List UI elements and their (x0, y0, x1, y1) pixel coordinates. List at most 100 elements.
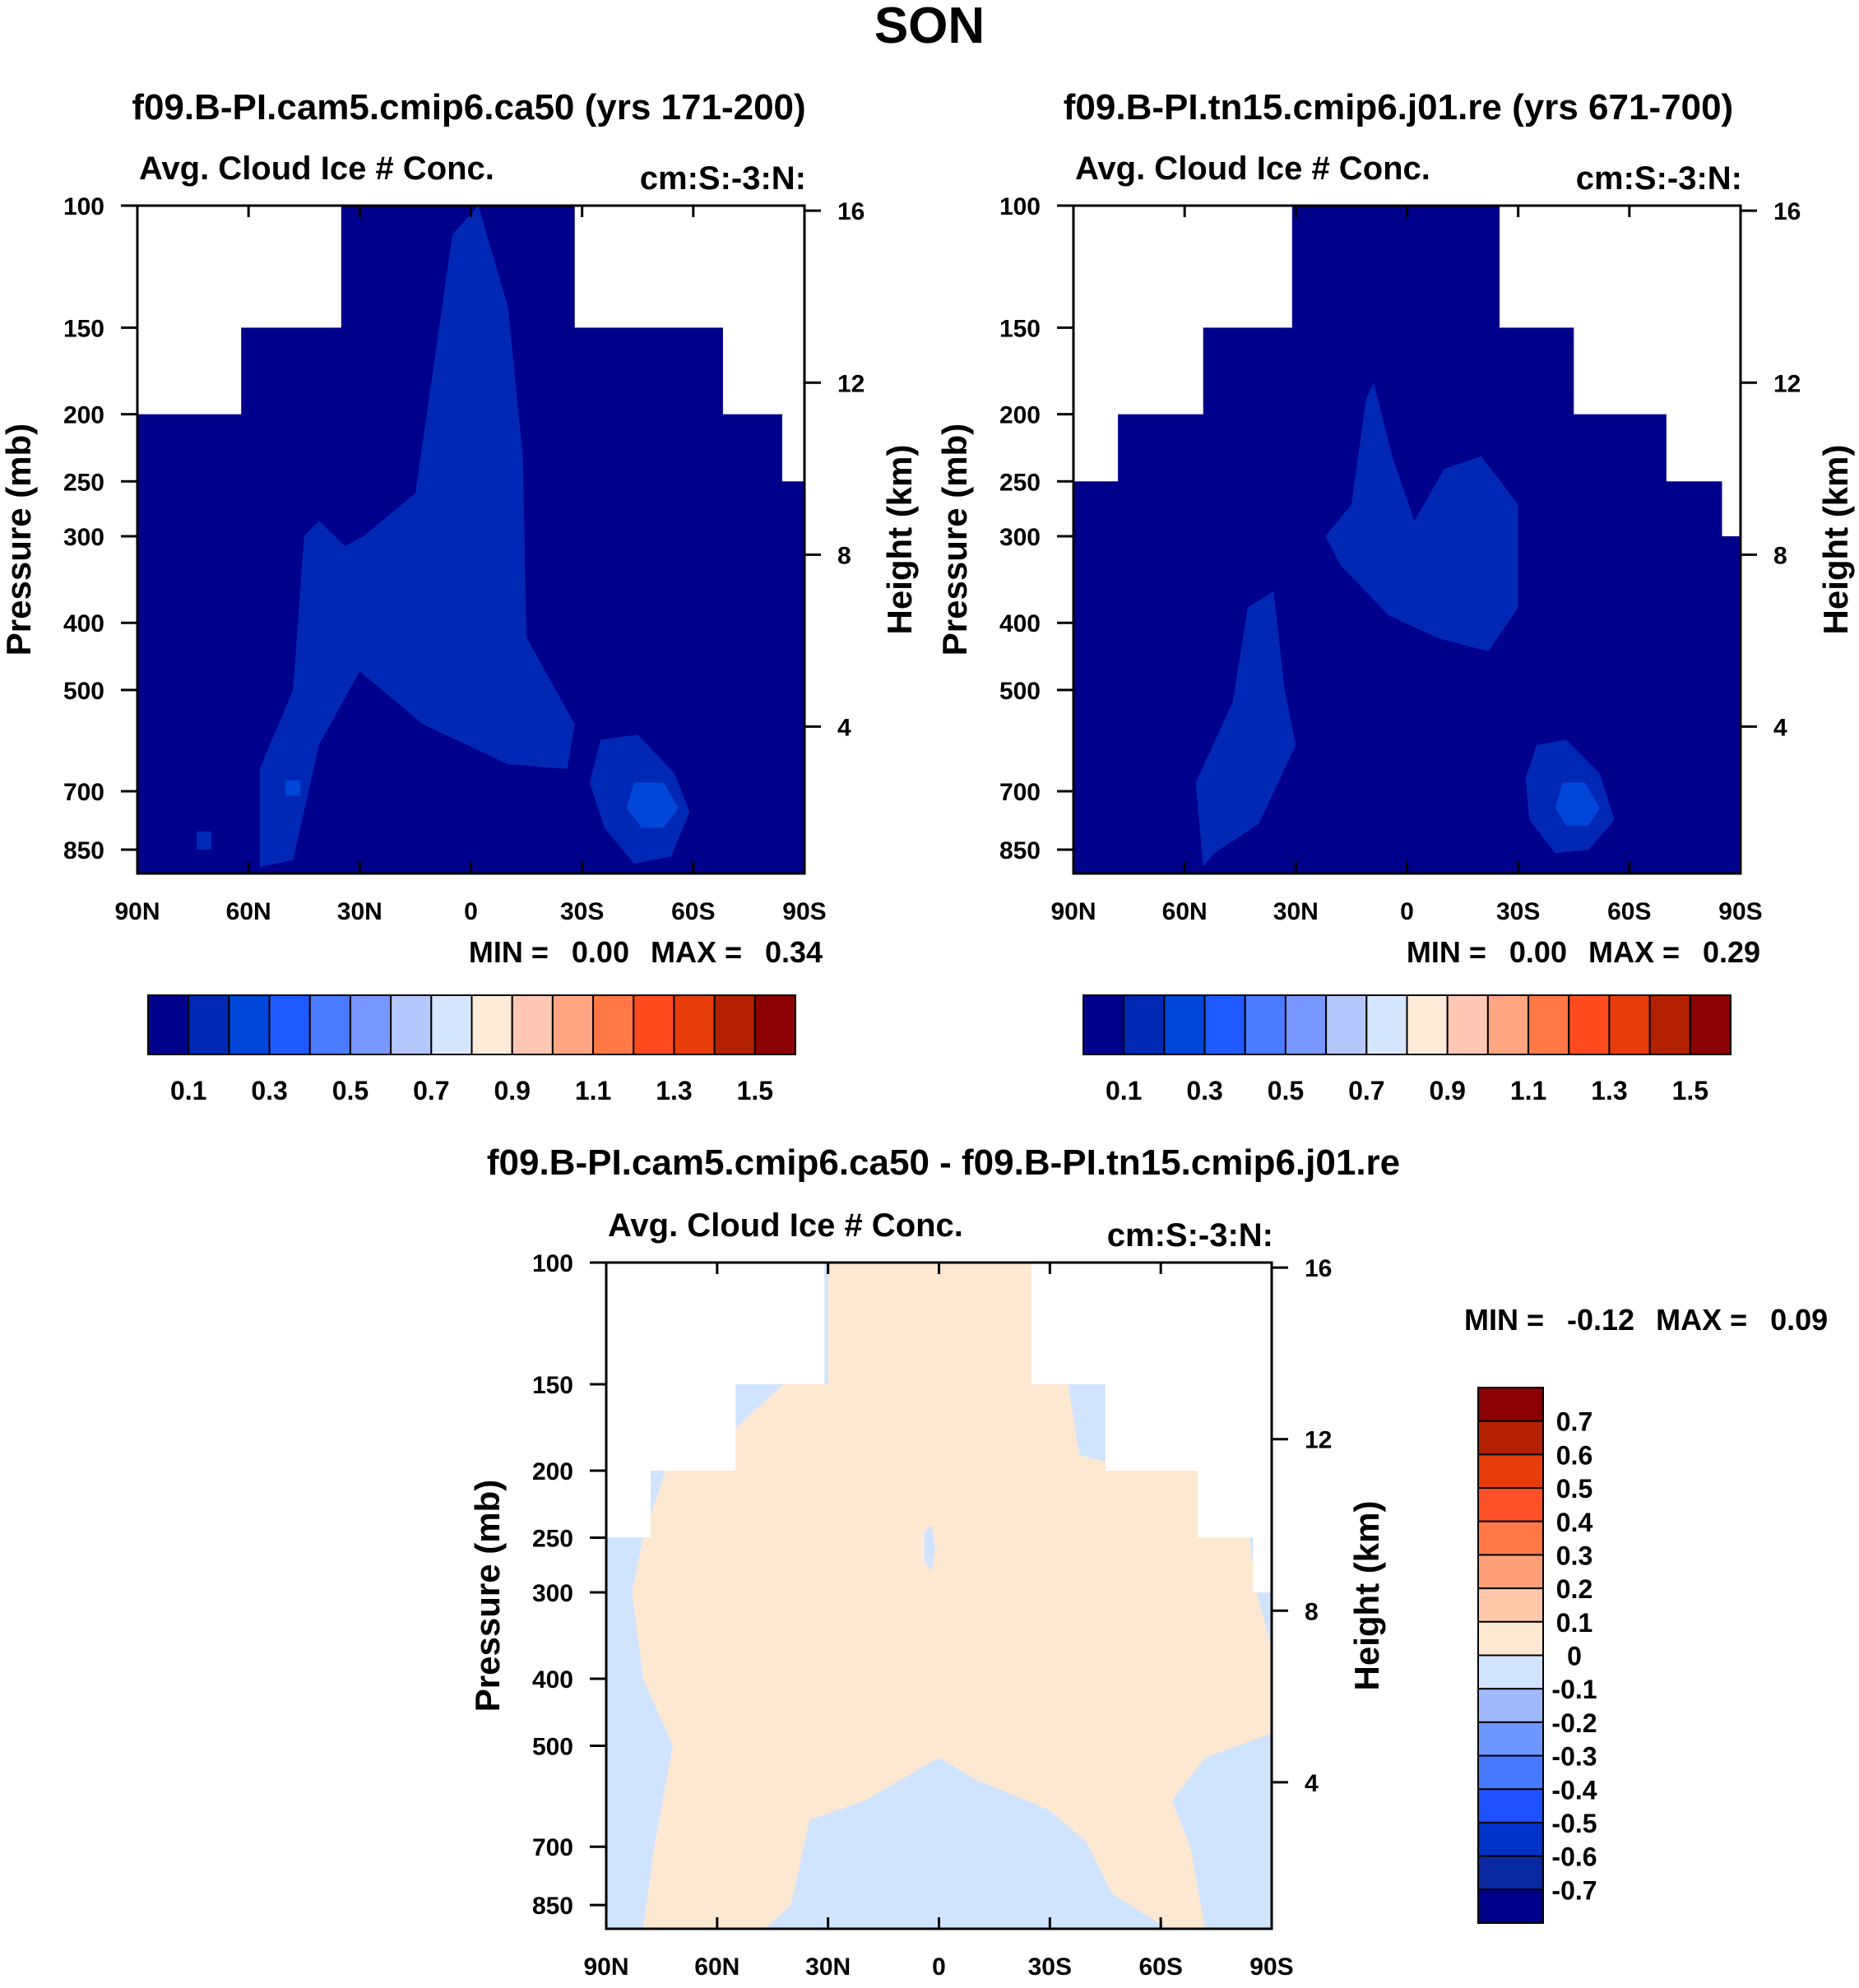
colorbar-2-label: 0.7 (1348, 1076, 1384, 1105)
panel-2-p-tick-label: 150 (999, 315, 1041, 342)
panel-1-contour-4 (438, 526, 442, 556)
panel-2-title: f09.B-PI.tn15.cmip6.j01.re (yrs 671-700) (1064, 87, 1733, 127)
panel-1-min-value: 0.00 (572, 935, 629, 969)
colorbar-1-swatch (471, 994, 513, 1055)
colorbar-1-swatch (511, 994, 554, 1055)
colorbar-3-label: 0.4 (1556, 1508, 1593, 1537)
panel-1-min-label: MIN = (469, 935, 549, 969)
colorbars: 0.1 0.3 0.5 0.7 0.9 1.1 1.3 1.5 0.1 0.3 0.5 0.7 0.9 1… (147, 994, 1732, 1924)
panel-1-x-tick-label: 60S (671, 898, 715, 925)
colorbar-2-swatch (1244, 994, 1286, 1055)
panel-1-x-tick-label: 30N (337, 898, 382, 925)
colorbar-1-swatch (228, 994, 271, 1055)
panel-1-p-tick-label: 850 (63, 837, 104, 864)
colorbar-3-label: 0.5 (1556, 1474, 1592, 1504)
colorbar-2: 0.1 0.3 0.5 0.7 0.9 1.1 1.3 1.5 (1082, 994, 1732, 1105)
panel-1-p-tick-label: 100 (63, 193, 104, 220)
colorbar-1-swatch (390, 994, 433, 1055)
panel-3-min-label: MIN = (1464, 1303, 1544, 1337)
colorbar-3-swatch (1477, 1654, 1544, 1690)
colorbar-2-swatch (1528, 994, 1570, 1055)
colorbar-2-swatch (1365, 994, 1408, 1055)
panel-2-x-tick-label: 60N (1162, 898, 1208, 925)
colorbar-2-label: 0.3 (1186, 1076, 1222, 1105)
panel-1-x-tick-label: 30S (560, 898, 604, 925)
panel-1-contour-3 (285, 780, 301, 796)
colorbar-2-swatch (1486, 994, 1530, 1055)
colorbar-3-label: 0.7 (1556, 1407, 1592, 1437)
colorbar-2-swatch (1608, 994, 1651, 1055)
panel-2-right-label: cm:S:-3:N: (1576, 160, 1742, 197)
colorbar-3-swatch (1477, 1721, 1544, 1757)
colorbar-3-label: -0.4 (1551, 1775, 1597, 1805)
season-title: SON (874, 0, 985, 54)
colorbar-3-label: -0.6 (1551, 1842, 1597, 1872)
colorbar-3-swatch (1477, 1821, 1544, 1857)
colorbar-3-swatch (1477, 1620, 1544, 1657)
panel-3-contour-1 (924, 1525, 935, 1572)
panel-2-min-max: MIN = 0.00 MAX = 0.29 (1407, 935, 1760, 969)
panel-1-p-tick-label: 150 (63, 315, 104, 342)
panel-1-x-tick-label: 90S (782, 898, 826, 925)
panel-2-contour-0 (1195, 591, 1296, 867)
panel-3-p-tick-label: 100 (532, 1250, 573, 1277)
colorbar-2-swatch (1446, 994, 1489, 1055)
panel-2-x-tick-label: 60S (1607, 898, 1651, 925)
panel-2-p-tick-label: 300 (999, 524, 1041, 551)
panel-3-x-tick-label: 0 (932, 1953, 946, 1981)
colorbar-3-label: 0 (1567, 1642, 1582, 1671)
panel-1-h-tick-label: 12 (837, 370, 865, 397)
colorbar-1-swatch (713, 994, 756, 1055)
panel-3-min-value: -0.12 (1567, 1303, 1634, 1337)
panel-2-p-tick-label: 100 (999, 193, 1041, 220)
colorbar-1-label: 1.1 (575, 1076, 611, 1105)
colorbar-3-label: 0.1 (1556, 1608, 1592, 1638)
colorbar-3-swatch (1477, 1855, 1544, 1891)
colorbar-2-swatch (1406, 994, 1449, 1055)
colorbar-1-swatch (753, 994, 796, 1055)
panel-3-contour-0 (632, 1263, 1272, 1929)
colorbar-1-swatch (188, 994, 230, 1055)
colorbar-3-label: -0.2 (1551, 1708, 1597, 1738)
colorbar-1-swatch (430, 994, 473, 1055)
panel-1: f09.B-PI.cam5.cmip6.ca50 (yrs 171-200) Av… (0, 87, 919, 969)
colorbar-3-swatch (1477, 1888, 1544, 1924)
panel-2-p-tick-label: 200 (999, 402, 1041, 429)
colorbar-3-swatch (1477, 1688, 1544, 1723)
panel-1-right-label: cm:S:-3:N: (640, 160, 806, 197)
panel-2-min-label: MIN = (1407, 935, 1486, 969)
panel-1-p-tick-label: 300 (63, 524, 104, 551)
panel-2-h-tick-label: 12 (1773, 370, 1801, 397)
colorbar-1-swatch (349, 994, 392, 1055)
colorbar-1-label: 0.5 (332, 1076, 369, 1105)
colorbar-3-swatch (1477, 1453, 1544, 1490)
panel-2-contour-1 (1325, 382, 1518, 652)
colorbar-1-swatch (308, 994, 351, 1055)
panel-3-x-tick-label: 60N (694, 1953, 739, 1981)
panel-1-p-tick-label: 200 (63, 402, 104, 429)
colorbar-3-label: 0.6 (1556, 1440, 1592, 1470)
colorbar-2-swatch (1163, 994, 1206, 1055)
colorbar-1-label: 0.1 (170, 1076, 206, 1105)
colorbar-2-label: 1.3 (1591, 1076, 1627, 1105)
colorbar-2-label: 1.5 (1672, 1076, 1708, 1105)
panel-2-contour-3 (1555, 782, 1600, 826)
colorbar-1: 0.1 0.3 0.5 0.7 0.9 1.1 1.3 1.5 (147, 994, 796, 1105)
panel-3-p-tick-label: 300 (532, 1580, 573, 1607)
panel-2-h-tick-label: 16 (1773, 198, 1801, 225)
panel-2: f09.B-PI.tn15.cmip6.j01.re (yrs 671-700)… (935, 87, 1855, 969)
panel-3-right-label: cm:S:-3:N: (1107, 1217, 1273, 1254)
colorbar-2-label: 1.1 (1510, 1076, 1546, 1105)
colorbar-3-swatch (1477, 1554, 1544, 1590)
colorbar-1-label: 0.3 (251, 1076, 287, 1105)
panel-1-contour-2 (626, 782, 679, 828)
panel-1-x-tick-label: 60N (226, 898, 271, 925)
colorbar-2-swatch (1648, 994, 1691, 1055)
colorbar-3-label: -0.7 (1551, 1875, 1597, 1905)
colorbar-2-swatch (1203, 994, 1246, 1055)
panel-1-x-tick-label: 90N (114, 898, 160, 925)
panel-2-x-tick-label: 0 (1400, 898, 1414, 925)
panel-3-p-tick-label: 250 (532, 1525, 573, 1552)
panel-1-h-tick-label: 4 (837, 714, 851, 741)
